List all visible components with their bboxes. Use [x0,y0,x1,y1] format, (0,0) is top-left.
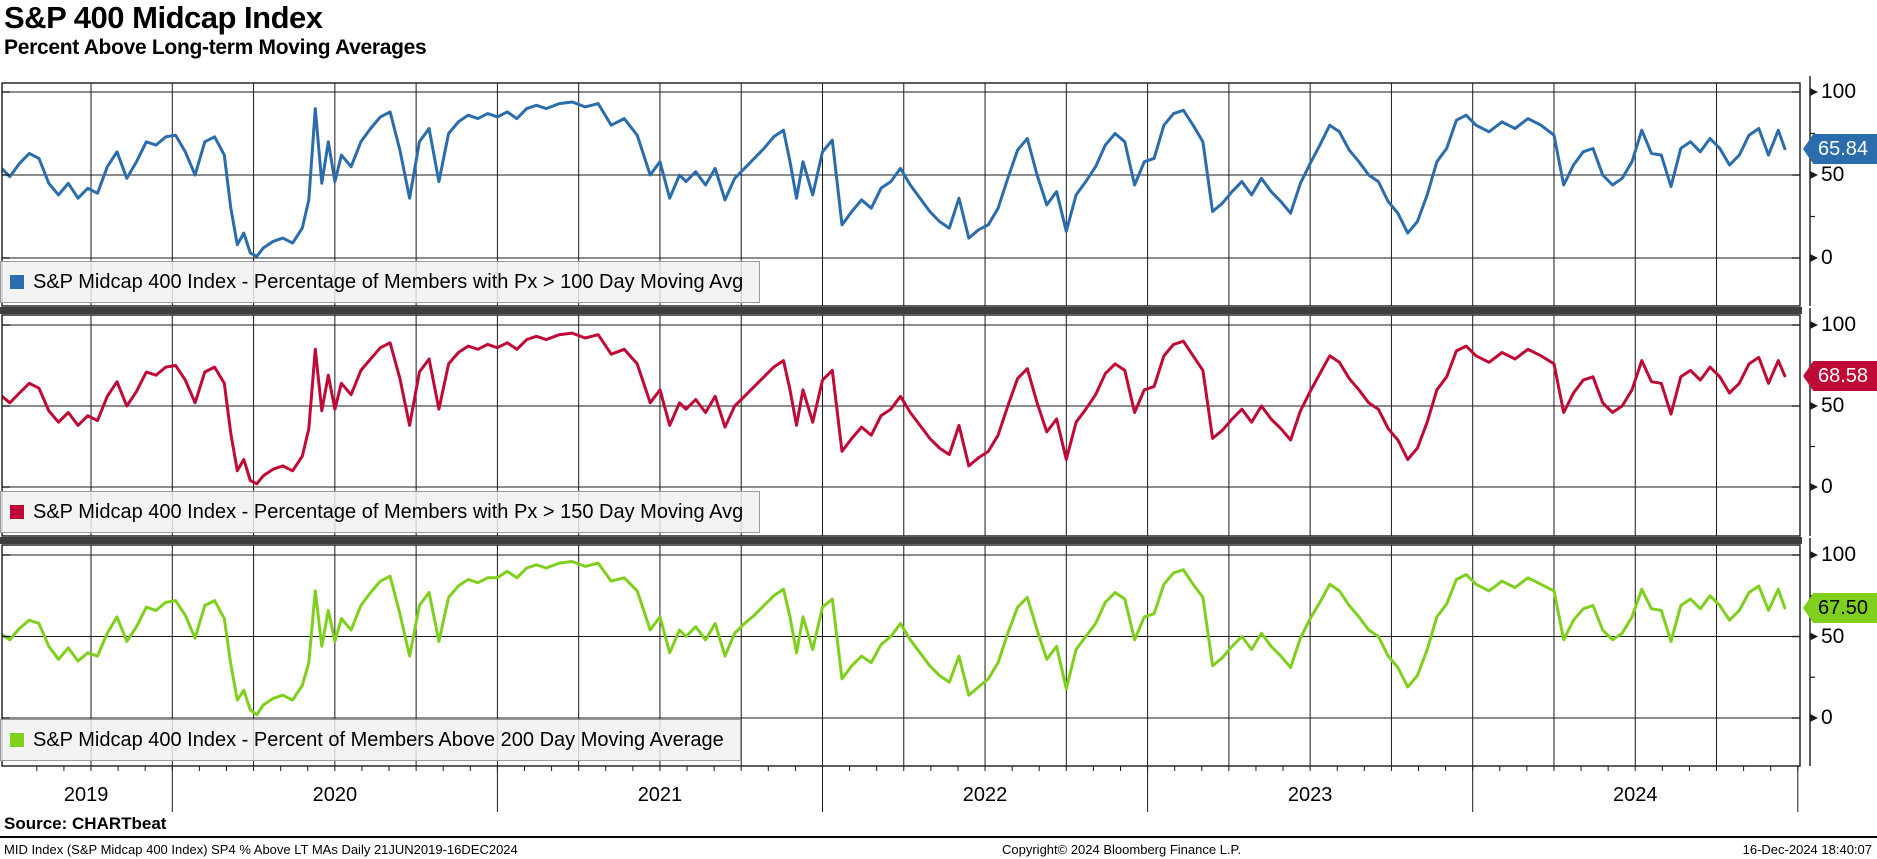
legend-swatch-green [10,733,24,747]
footer-timestamp: 16-Dec-2024 18:40:07 [1742,842,1872,857]
footer-meta: MID Index (S&P Midcap 400 Index) SP4 % A… [4,842,518,857]
legend-label: S&P Midcap 400 Index - Percentage of Mem… [33,270,744,293]
page-subtitle: Percent Above Long-term Moving Averages [4,36,427,59]
x-axis-year-label: 2022 [962,784,1008,806]
page-title: S&P 400 Midcap Index [4,0,323,35]
x-axis-year-label: 2023 [1287,784,1333,806]
legend-panel-1: S&P Midcap 400 Index - Percentage of Mem… [0,261,761,303]
last-value-tag-200day: 67.50 [1803,593,1877,623]
y-axis-label: 0 [1821,475,1833,498]
x-axis-year-label: 2020 [312,784,358,806]
legend-label: S&P Midcap 400 Index - Percent of Member… [33,728,724,751]
source-line: Source: CHARTbeat [4,814,167,833]
y-axis-label: 0 [1821,706,1833,729]
legend-panel-3: S&P Midcap 400 Index - Percent of Member… [0,719,741,761]
y-axis-label: 50 [1821,394,1845,417]
footer-divider [0,836,1877,838]
x-axis-year-label: 2024 [1613,784,1658,806]
legend-label: S&P Midcap 400 Index - Percentage of Mem… [33,500,744,523]
legend-panel-2: S&P Midcap 400 Index - Percentage of Mem… [0,491,761,533]
y-axis-label: 50 [1821,624,1845,648]
y-axis-label: 0 [1821,246,1833,269]
x-axis-year-label: 2021 [637,784,683,806]
last-value-tag-100day: 65.84 [1803,134,1877,164]
y-axis-label: 100 [1821,313,1857,336]
legend-swatch-red [10,505,24,519]
x-axis-year-label: 2019 [63,784,109,806]
footer-copyright: Copyright© 2024 Bloomberg Finance L.P. [1002,842,1242,857]
last-value-tag-150day: 68.58 [1803,361,1877,391]
y-axis-label: 100 [1821,543,1857,566]
y-axis-label: 100 [1821,80,1857,103]
y-axis-label: 50 [1821,163,1845,186]
legend-swatch-blue [10,275,24,289]
